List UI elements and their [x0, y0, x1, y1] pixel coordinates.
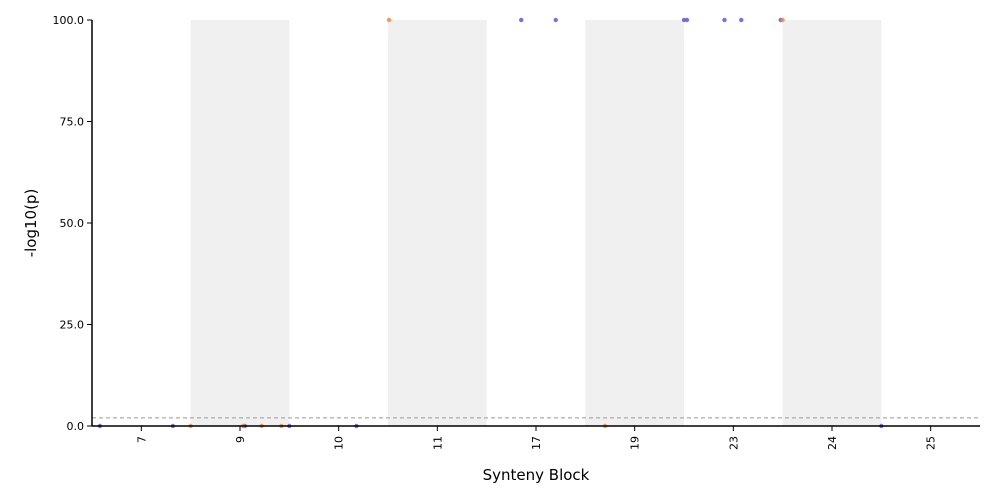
x-tick-labels: 7 9 10 11 17 19 23 24 25 [135, 426, 938, 450]
data-point [780, 17, 785, 23]
x-tick-label: 7 [135, 436, 148, 443]
data-point [684, 17, 690, 23]
y-tick-labels: 0.0 25.0 50.0 75.0 100.0 [53, 14, 92, 433]
shaded-band [585, 20, 684, 426]
data-points [97, 17, 884, 429]
x-tick-label: 11 [431, 436, 444, 450]
y-tick-label: 75.0 [60, 116, 85, 129]
y-tick-label: 100.0 [53, 14, 85, 27]
x-tick-label: 25 [925, 436, 938, 450]
x-axis-label: Synteny Block [483, 466, 590, 484]
x-tick-label: 24 [826, 436, 839, 450]
x-tick-label: 10 [333, 436, 346, 450]
x-tick-label: 19 [629, 436, 642, 450]
data-point [386, 17, 392, 23]
data-point [739, 17, 744, 23]
shaded-band [190, 20, 290, 426]
y-tick-label: 25.0 [60, 319, 85, 332]
y-tick-label: 0.0 [67, 420, 85, 433]
x-tick-label: 17 [530, 436, 543, 450]
shaded-band [388, 20, 487, 426]
y-axis-label: -log10(p) [22, 189, 40, 258]
shaded-bands [190, 20, 882, 426]
data-point [519, 17, 524, 23]
data-point [553, 17, 558, 23]
y-tick-label: 50.0 [60, 217, 85, 230]
shaded-band [782, 20, 882, 426]
x-tick-label: 23 [727, 436, 740, 450]
x-tick-label: 9 [234, 436, 247, 443]
data-point [722, 17, 727, 23]
